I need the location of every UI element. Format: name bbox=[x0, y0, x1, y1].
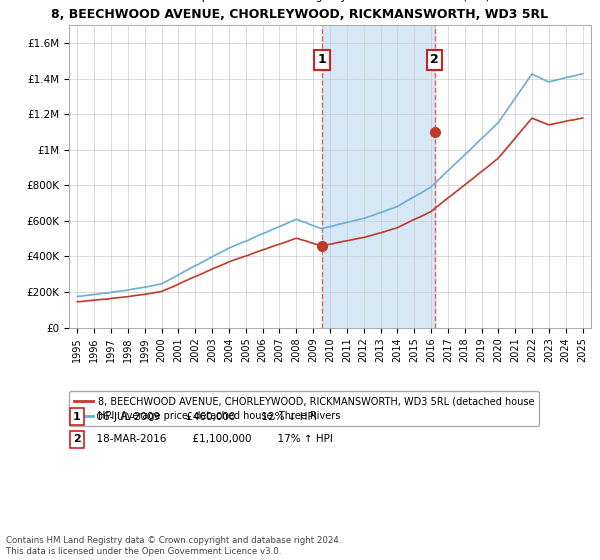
Text: 1: 1 bbox=[317, 53, 326, 67]
Text: 8, BEECHWOOD AVENUE, CHORLEYWOOD, RICKMANSWORTH, WD3 5RL: 8, BEECHWOOD AVENUE, CHORLEYWOOD, RICKMA… bbox=[52, 8, 548, 21]
Bar bbox=[322, 25, 434, 328]
Text: 18-MAR-2016        £1,100,000        17% ↑ HPI: 18-MAR-2016 £1,100,000 17% ↑ HPI bbox=[90, 435, 333, 445]
Text: 06-JUL-2009        £460,000        12% ↓ HPI: 06-JUL-2009 £460,000 12% ↓ HPI bbox=[90, 412, 317, 422]
Text: 1: 1 bbox=[73, 412, 81, 422]
Text: Contains HM Land Registry data © Crown copyright and database right 2024.
This d: Contains HM Land Registry data © Crown c… bbox=[6, 536, 341, 556]
Title: Price paid vs. HM Land Registry's House Price Index (HPI): Price paid vs. HM Land Registry's House … bbox=[170, 0, 490, 2]
Text: 2: 2 bbox=[430, 53, 439, 67]
Legend: 8, BEECHWOOD AVENUE, CHORLEYWOOD, RICKMANSWORTH, WD3 5RL (detached house, HPI: A: 8, BEECHWOOD AVENUE, CHORLEYWOOD, RICKMA… bbox=[68, 391, 539, 426]
Text: 2: 2 bbox=[73, 435, 81, 445]
